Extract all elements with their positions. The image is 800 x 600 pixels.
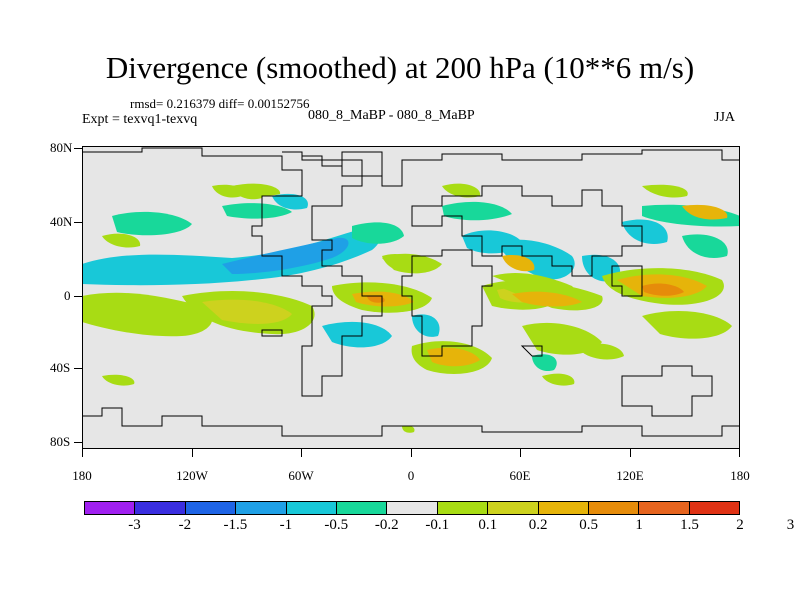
- colorbar-cell: [689, 502, 740, 514]
- divergence-field: [82, 147, 740, 437]
- lon-tick: [82, 449, 83, 457]
- lat-tick: [74, 442, 82, 443]
- lat-label-40s: 40S: [50, 360, 71, 375]
- colorbar-label: -0.2: [374, 517, 399, 533]
- lon-label-180w: 180: [72, 468, 92, 483]
- colorbar-label: 3: [786, 517, 795, 533]
- lat-label-80n: 80N: [50, 140, 73, 155]
- colorbar-cell: [639, 502, 690, 514]
- lon-label-120e: 120E: [616, 468, 644, 483]
- map-frame: [82, 146, 740, 449]
- colorbar-label: 0.5: [579, 517, 598, 533]
- lon-tick: [411, 449, 412, 457]
- lat-label-40n: 40N: [50, 214, 73, 229]
- colorbar-cell: [488, 502, 539, 514]
- colorbar-label: -0.1: [425, 517, 450, 533]
- lon-tick: [520, 449, 521, 457]
- lon-label-60e: 60E: [509, 468, 531, 483]
- lat-tick: [74, 368, 82, 369]
- colorbar-label: -1: [279, 517, 293, 533]
- colorbar-label: 1.5: [680, 517, 699, 533]
- lat-tick: [74, 296, 82, 297]
- colorbar-cell: [185, 502, 237, 514]
- colorbar-label: 1: [635, 517, 643, 533]
- season-label: JJA: [714, 110, 736, 125]
- colorbar-cell: [85, 502, 136, 514]
- lon-tick: [739, 449, 740, 457]
- colorbar-cell: [437, 502, 489, 514]
- lon-tick: [192, 449, 193, 457]
- colorbar-cell: [286, 502, 337, 514]
- colorbar-label: 0.1: [478, 517, 498, 533]
- colorbar-label: 0.2: [528, 517, 548, 533]
- plot-title: Divergence (smoothed) at 200 hPa (10**6 …: [105, 50, 695, 85]
- coastlines: [82, 147, 740, 437]
- colorbar-cell: [588, 502, 640, 514]
- lat-tick: [74, 148, 82, 149]
- lat-label-80s: 80S: [50, 434, 71, 449]
- colorbar-label: -2: [178, 517, 192, 533]
- colorbar-cell: [236, 502, 287, 514]
- lon-label-0: 0: [407, 468, 415, 483]
- divergence-map: [82, 146, 740, 449]
- colorbar-label: -1.5: [223, 517, 248, 533]
- rmsd-diff-text: rmsd= 0.216379 diff= 0.00152756: [130, 96, 310, 111]
- lat-tick: [74, 222, 82, 223]
- colorbar-label: 2: [736, 517, 744, 533]
- colorbar-label: -3: [128, 517, 141, 533]
- case-label: 080_8_MaBP - 080_8_MaBP: [308, 108, 475, 123]
- lat-label-eq: 0: [64, 288, 71, 303]
- positive-divergence-regions: [82, 183, 732, 433]
- colorbar-cell: [336, 502, 388, 514]
- lon-label-180e: 180: [730, 468, 750, 483]
- lon-label-60w: 60W: [288, 468, 314, 483]
- colorbar: [84, 501, 740, 515]
- colorbar-cell: [538, 502, 589, 514]
- colorbar-label: -0.5: [324, 517, 349, 533]
- lon-tick: [301, 449, 302, 457]
- colorbar-cell: [135, 502, 186, 514]
- lon-tick: [630, 449, 631, 457]
- experiment-label: Expt = texvq1-texvq: [82, 112, 198, 127]
- colorbar-cell: [387, 502, 438, 514]
- lon-label-120w: 120W: [176, 468, 208, 483]
